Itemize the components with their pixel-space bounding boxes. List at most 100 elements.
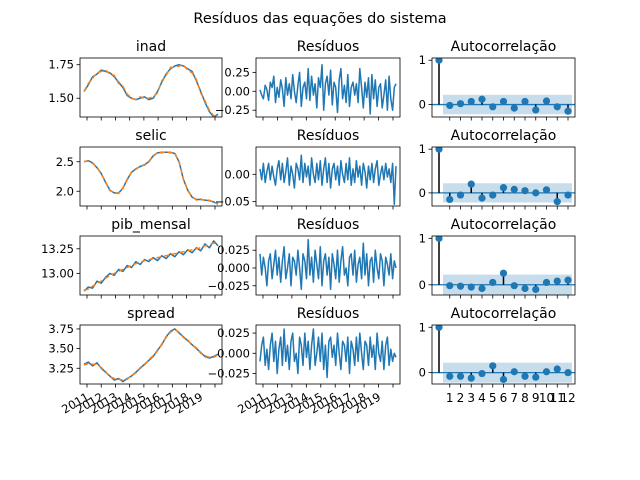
x-tick-label-lag: 5 (489, 391, 497, 405)
y-tick-label: 0.025 (217, 243, 250, 257)
panel-resid-0: Resíduos −0.25 0.00 0.25 (215, 39, 401, 121)
acf-point (467, 374, 475, 382)
acf-point (564, 369, 572, 377)
y-tick-label: 13.25 (41, 242, 74, 256)
axes-frame (431, 235, 576, 296)
acf-point (499, 184, 508, 192)
panel-series-2: pib_mensal 13.00 13.25 (41, 217, 223, 299)
axes-frame (255, 235, 401, 296)
acf-point (456, 191, 465, 199)
y-tick-label: 0.00 (224, 167, 250, 181)
acf-point (456, 100, 465, 108)
y-tick-label: 0 (419, 278, 426, 292)
acf-point (499, 97, 508, 106)
axes-frame (255, 57, 401, 118)
panel-title: Resíduos (297, 39, 360, 55)
y-tick-label: 0.025 (217, 326, 250, 340)
panel-title: inad (136, 39, 166, 55)
y-tick-label: −0.025 (207, 279, 250, 293)
acf-point (510, 104, 518, 112)
panel-acf-1: Autocorrelação 0 1 (419, 128, 576, 210)
acf-point (521, 284, 529, 293)
acf-point (489, 362, 497, 370)
x-tick-label-lag: 6 (500, 391, 508, 405)
acf-point (542, 97, 551, 105)
y-tick-label: 3.75 (48, 322, 74, 336)
panel-title: selic (135, 128, 166, 144)
plot-area (432, 58, 575, 115)
y-tick-label: 13.00 (41, 266, 74, 280)
y-tick-label: 1.75 (48, 58, 74, 72)
y-tick-label: 1 (419, 320, 426, 334)
y-tick-label: 1 (419, 53, 426, 67)
acf-point (435, 236, 443, 242)
acf-point (510, 368, 518, 376)
acf-point (467, 180, 475, 188)
y-tick-label: 0.25 (224, 65, 250, 79)
plot-area (259, 64, 397, 115)
acf-point (478, 369, 486, 378)
acf-point (446, 101, 454, 110)
plot-area (432, 325, 575, 384)
x-tick-label-lag: 4 (478, 391, 486, 405)
y-tick-label: 3.50 (48, 342, 74, 356)
acf-point (564, 276, 572, 284)
panel-title: spread (127, 306, 175, 322)
y-tick-label: 0.00 (224, 84, 250, 98)
plot-area (259, 154, 397, 206)
panel-acf-2: Autocorrelação 0 1 (419, 217, 576, 299)
plot-area (432, 147, 575, 206)
panel-title: Resíduos (297, 128, 360, 144)
acf-point (542, 278, 551, 287)
x-tick-label-lag: 12 (560, 391, 575, 405)
y-tick-label: −0.25 (215, 103, 250, 117)
series-line (83, 63, 219, 117)
series-line (259, 154, 397, 206)
axes-frame (255, 324, 401, 385)
axes-frame (79, 57, 223, 118)
acf-point (478, 284, 486, 293)
plot-area (83, 63, 219, 117)
plot-area (83, 328, 219, 383)
acf-point (446, 195, 454, 204)
acf-point (510, 185, 518, 193)
figure-title: Resíduos das equações do sistema (193, 11, 446, 27)
x-tick-label-lag: 1 (446, 391, 454, 405)
acf-point (532, 373, 540, 381)
y-tick-label: 1 (419, 142, 426, 156)
panel-series-1: selic 2.0 2.5 (56, 128, 223, 210)
series-line (259, 64, 397, 115)
x-tick-label-lag: 7 (510, 391, 518, 405)
y-tick-label: 2.0 (56, 184, 74, 198)
y-tick-label: 1.50 (48, 91, 74, 105)
axes-frame (255, 146, 401, 207)
axes-frame (79, 324, 223, 385)
series-line (259, 238, 397, 291)
x-tick-label-lag: 11 (550, 391, 565, 405)
acf-point (435, 147, 443, 153)
y-tick-label: 2.5 (56, 155, 74, 169)
y-tick-label: 0 (419, 186, 426, 200)
fitted-line (83, 328, 219, 381)
y-tick-label: 0 (419, 98, 426, 112)
acf-point (467, 97, 475, 106)
acf-point (435, 325, 443, 331)
acf-point (553, 277, 561, 285)
acf-point (553, 365, 561, 373)
panel-title: Autocorrelação (451, 306, 557, 322)
panel-title: Resíduos (297, 217, 360, 233)
acf-point (521, 97, 529, 106)
acf-point (532, 106, 540, 114)
acf-point (521, 372, 529, 380)
acf-point (435, 58, 443, 64)
acf-point (510, 282, 518, 290)
plot-area (83, 240, 219, 292)
axes-frame (431, 324, 576, 385)
acf-point (542, 368, 551, 376)
panel-resid-3: Resíduos−0.0250.0000.0252011201220132014… (207, 306, 401, 416)
y-tick-label: 0 (419, 366, 426, 380)
x-tick-label-lag: 9 (532, 391, 540, 405)
panel-series-3: spread3.253.503.752011201220132014201520… (48, 306, 223, 416)
acf-point (564, 191, 572, 199)
